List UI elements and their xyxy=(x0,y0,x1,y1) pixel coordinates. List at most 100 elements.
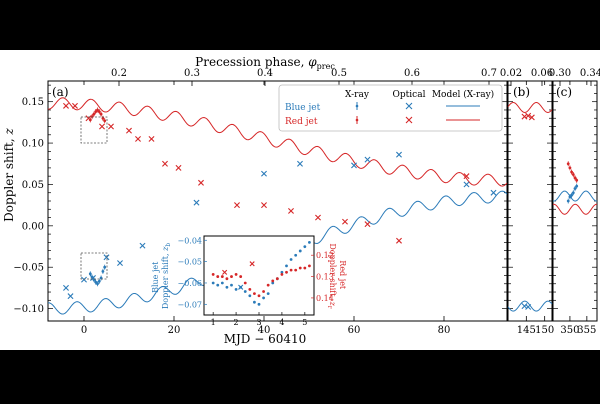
inset-x-tick-label: 3 xyxy=(256,318,261,327)
inset-blue-xray-point xyxy=(303,245,307,249)
red-jet-xray-point xyxy=(103,119,107,123)
inset-blue-y-tick-label: −0.07 xyxy=(177,300,202,309)
legend-blue-xray-dot xyxy=(355,104,359,108)
red-jet-optical-point xyxy=(528,114,535,121)
inset-red-xray-point xyxy=(234,273,238,276)
inset-blue-xray-point xyxy=(285,264,288,268)
red-jet-optical-point xyxy=(99,123,105,130)
red-jet-xray-point xyxy=(570,170,574,174)
blue-jet-optical-point xyxy=(67,293,74,300)
x-tick-label: 40 xyxy=(258,325,271,336)
inset-blue-xray-point xyxy=(216,283,220,287)
inset-blue-optical-point xyxy=(238,284,244,290)
inset-blue-xray-point xyxy=(253,300,256,304)
top-tick-label: 0.4 xyxy=(257,68,273,79)
inset-blue-xray-point xyxy=(211,281,215,285)
inset-blue-xray-point xyxy=(220,281,224,285)
blue-jet-xray-point xyxy=(573,187,577,190)
x-tick-label: 145 xyxy=(517,325,536,336)
inset-red-xray-point xyxy=(216,275,220,278)
inset-blue-xray-point xyxy=(262,296,265,300)
inset-blue-xray-point xyxy=(234,287,238,291)
inset-red-xray-point xyxy=(285,270,288,274)
red-jet-optical-point xyxy=(108,123,114,130)
red-jet-optical-point xyxy=(364,221,371,228)
inset-blue-xray-point xyxy=(266,292,270,296)
red-jet-optical-point xyxy=(342,218,348,225)
inset-red-xray-point xyxy=(253,292,256,296)
red-jet-optical-point xyxy=(234,202,240,209)
red-jet-optical-point xyxy=(288,207,294,214)
blue-jet-xray-point xyxy=(88,272,92,276)
x-axis-label: MJD − 60410 xyxy=(224,332,307,346)
x-tick-label: 150 xyxy=(535,325,554,336)
blue-jet-optical-point xyxy=(490,189,497,196)
red-jet-optical-point xyxy=(396,237,402,244)
red-jet-xray-point xyxy=(90,115,94,118)
y-axis-label: Doppler shift, z xyxy=(2,128,16,222)
inset-red-xray-point xyxy=(266,283,270,287)
red-model-line xyxy=(552,203,598,215)
inset-red-xray-point xyxy=(294,268,298,272)
red-jet-optical-point xyxy=(198,179,204,186)
inset-blue-xray-point xyxy=(289,258,293,261)
red-jet-xray-point xyxy=(94,110,98,114)
inset-red-xray-point xyxy=(262,290,265,293)
blue-jet-xray-point xyxy=(97,279,101,283)
legend-header-optical: Optical xyxy=(393,90,426,100)
x-tick-label: 80 xyxy=(438,325,451,336)
inset-red-xray-point xyxy=(225,277,229,281)
blue-jet-xray-point xyxy=(90,275,94,279)
inset-red-xray-point xyxy=(271,279,275,283)
inset-red-optical-point xyxy=(222,269,228,275)
red-jet-xray-point xyxy=(97,110,101,114)
inset-red-xray-point xyxy=(211,273,215,276)
blue-jet-xray-point xyxy=(575,184,579,188)
top-axis-label: Precession phase, φprec xyxy=(195,55,335,71)
inset-red-xray-point xyxy=(243,281,247,285)
red-jet-optical-point xyxy=(72,102,78,109)
blue-jet-optical-point xyxy=(193,199,200,206)
inset-plot: 1 2 3 4 5 −0.04 −0.05 −0.06 −0.07 0.12 0.13 0.14 Bl… xyxy=(151,235,347,327)
red-jet-optical-point xyxy=(135,135,141,142)
inset-blue-xray-point xyxy=(257,302,261,306)
blue-jet-xray-point xyxy=(566,199,570,203)
x-tick-label: 355 xyxy=(577,325,596,336)
red-jet-xray-point xyxy=(568,166,572,170)
red-jet-xray-point xyxy=(566,162,570,166)
blue-jet-optical-point xyxy=(351,162,357,169)
red-jet-optical-point xyxy=(162,160,168,167)
blue-jet-xray-point xyxy=(103,265,107,269)
red-jet-xray-point xyxy=(96,108,99,112)
blue-jet-xray-point xyxy=(96,282,99,286)
inset-blue-y-tick-label: −0.04 xyxy=(177,236,202,245)
blue-model-line xyxy=(552,190,598,202)
inset-red-xray-point xyxy=(239,275,243,278)
top-tick-label: 0.7 xyxy=(481,68,497,79)
blue-jet-xray-point xyxy=(94,280,98,284)
inset-red-xray-point xyxy=(248,287,252,291)
inset-blue-xray-point xyxy=(298,249,302,253)
y-tick-label: −0.05 xyxy=(13,263,44,274)
x-tick-label: 60 xyxy=(348,325,361,336)
zoom-box-red xyxy=(80,116,108,144)
top-tick-label: 0.3 xyxy=(184,68,200,79)
inset-blue-y-tick-label: −0.05 xyxy=(177,258,202,267)
panel-c-label: (c) xyxy=(556,85,572,99)
red-jet-xray-point xyxy=(573,176,577,180)
red-jet-xray-point xyxy=(575,178,579,182)
panel-b-label: (b) xyxy=(513,85,530,99)
x-tick-label: 0 xyxy=(81,325,87,336)
legend-red-optical-marker xyxy=(405,116,413,124)
red-model-line xyxy=(507,102,553,113)
inset-blue-xray-point xyxy=(294,253,298,257)
blue-jet-xray-point xyxy=(570,193,574,197)
red-jet-xray-point xyxy=(571,173,575,176)
inset-red-optical-point xyxy=(249,261,255,267)
y-tick-label: 0.15 xyxy=(22,97,44,108)
top-tick-label: 0.6 xyxy=(404,68,420,79)
blue-jet-optical-point xyxy=(261,170,267,177)
inset-blue-xray-point xyxy=(243,290,247,293)
inset-red-y-tick-label: 0.13 xyxy=(316,273,334,282)
